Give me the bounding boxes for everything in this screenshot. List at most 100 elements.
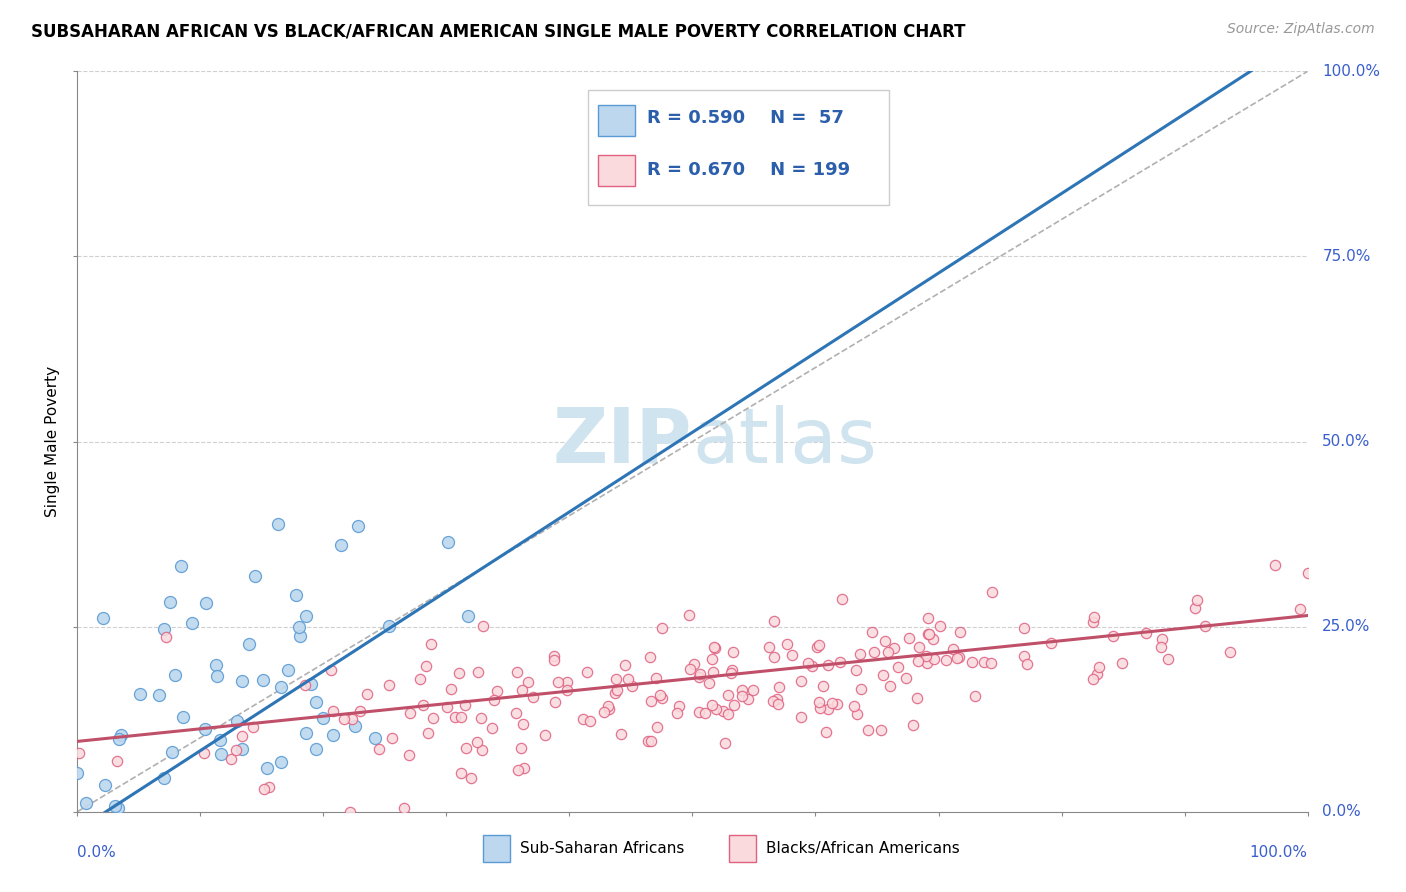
- Point: [415, 658, 437, 673]
- Point: [766, 697, 789, 711]
- Point: [945, 651, 967, 665]
- Text: 0.0%: 0.0%: [77, 845, 117, 860]
- Point: [467, 665, 489, 679]
- Point: [1081, 672, 1104, 686]
- Point: [905, 691, 928, 706]
- Point: [288, 629, 311, 643]
- Point: [256, 760, 278, 774]
- Point: [723, 698, 745, 712]
- Point: [1012, 621, 1035, 635]
- Point: [960, 655, 983, 669]
- Point: [108, 732, 131, 747]
- Point: [299, 677, 322, 691]
- Point: [482, 693, 505, 707]
- Point: [688, 705, 710, 719]
- Point: [1184, 601, 1206, 615]
- Point: [509, 740, 531, 755]
- Point: [231, 741, 253, 756]
- Point: [181, 615, 204, 630]
- Point: [776, 637, 799, 651]
- Point: [398, 706, 420, 720]
- Point: [720, 665, 742, 680]
- Point: [598, 701, 620, 715]
- Point: [918, 626, 941, 640]
- Point: [129, 687, 152, 701]
- Point: [848, 647, 870, 661]
- Point: [842, 698, 865, 713]
- Point: [689, 667, 711, 681]
- Point: [717, 706, 740, 721]
- Text: R = 0.590    N =  57: R = 0.590 N = 57: [647, 109, 844, 127]
- Point: [510, 682, 533, 697]
- Point: [579, 714, 602, 728]
- Point: [1135, 626, 1157, 640]
- Point: [731, 689, 754, 703]
- Text: Source: ZipAtlas.com: Source: ZipAtlas.com: [1227, 22, 1375, 37]
- Point: [883, 641, 905, 656]
- Point: [98, 824, 121, 838]
- Point: [93, 611, 115, 625]
- Point: [506, 665, 529, 679]
- Point: [238, 637, 260, 651]
- Point: [665, 706, 688, 720]
- Point: [817, 657, 839, 672]
- Text: 25.0%: 25.0%: [1323, 619, 1371, 634]
- Point: [645, 720, 668, 734]
- Point: [340, 712, 363, 726]
- Point: [152, 772, 174, 786]
- Point: [922, 632, 945, 646]
- Point: [450, 765, 472, 780]
- Point: [922, 652, 945, 666]
- Point: [693, 706, 716, 720]
- Point: [973, 656, 995, 670]
- Point: [378, 678, 401, 692]
- Text: Blacks/African Americans: Blacks/African Americans: [766, 841, 960, 856]
- Point: [679, 662, 702, 676]
- Point: [863, 645, 886, 659]
- Point: [640, 694, 662, 708]
- Point: [66, 765, 89, 780]
- Point: [1085, 667, 1108, 681]
- Point: [711, 704, 734, 718]
- Point: [155, 630, 177, 644]
- Point: [543, 653, 565, 667]
- Point: [1219, 645, 1241, 659]
- Point: [901, 718, 924, 732]
- Point: [907, 640, 929, 655]
- Point: [610, 727, 633, 741]
- Point: [742, 683, 765, 698]
- Point: [208, 732, 231, 747]
- Point: [555, 683, 578, 698]
- Point: [704, 701, 727, 715]
- Text: 100.0%: 100.0%: [1250, 845, 1308, 860]
- Point: [1039, 636, 1062, 650]
- Point: [242, 721, 264, 735]
- Text: ZIP: ZIP: [553, 405, 693, 478]
- Point: [194, 595, 217, 609]
- Point: [620, 679, 643, 693]
- Point: [763, 614, 786, 628]
- Point: [481, 721, 503, 735]
- Point: [437, 534, 460, 549]
- Point: [378, 619, 401, 633]
- Point: [886, 659, 908, 673]
- Point: [907, 654, 929, 668]
- Point: [170, 559, 193, 574]
- Point: [447, 665, 470, 680]
- Point: [917, 627, 939, 641]
- Text: 100.0%: 100.0%: [1323, 64, 1381, 78]
- Point: [575, 665, 598, 680]
- Point: [513, 761, 536, 775]
- Point: [107, 801, 129, 815]
- Point: [547, 675, 569, 690]
- Point: [825, 698, 848, 712]
- Point: [915, 657, 938, 671]
- Point: [295, 608, 318, 623]
- Point: [606, 682, 628, 697]
- Point: [1157, 652, 1180, 666]
- FancyBboxPatch shape: [730, 836, 756, 862]
- Point: [723, 645, 745, 659]
- Point: [322, 728, 344, 742]
- Point: [319, 663, 342, 677]
- Point: [160, 745, 183, 759]
